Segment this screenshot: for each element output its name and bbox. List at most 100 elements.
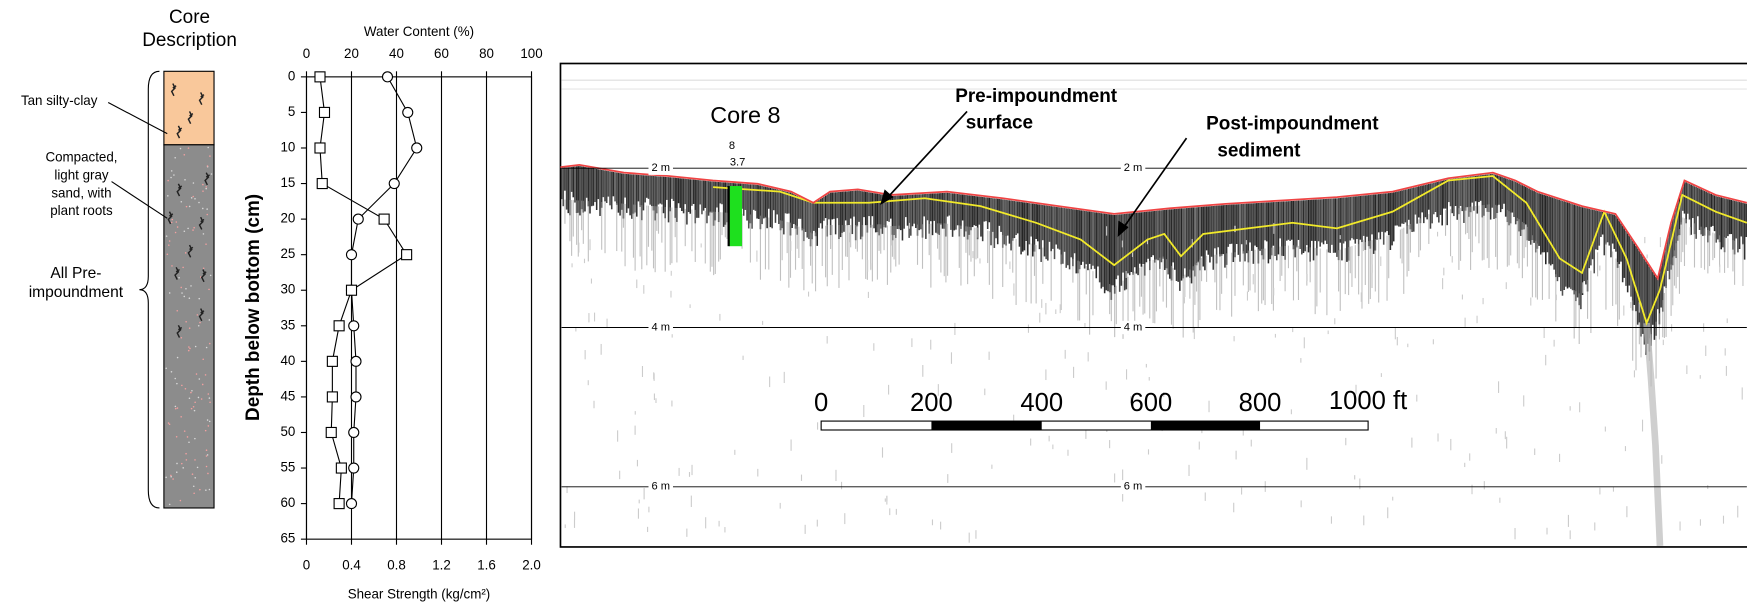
- grain: [209, 401, 211, 404]
- grain: [167, 422, 170, 424]
- core-location: [728, 186, 743, 247]
- grain: [194, 345, 197, 348]
- x2-tick-label: 0: [303, 46, 310, 61]
- grain: [174, 156, 176, 159]
- marker: [350, 391, 362, 403]
- layer-label: Compacted,: [45, 150, 117, 165]
- grain: [174, 407, 177, 410]
- grain: [188, 441, 190, 444]
- y-tick-label: 10: [280, 140, 295, 155]
- y-tick-label: 20: [280, 211, 295, 226]
- grain: [174, 231, 177, 234]
- y-tick-label: 30: [280, 282, 295, 297]
- y-tick-label: 0: [288, 68, 295, 83]
- grain: [210, 173, 213, 175]
- marker: [314, 71, 326, 83]
- marker: [325, 426, 337, 439]
- grain: [207, 146, 209, 149]
- grain: [185, 452, 187, 455]
- grain: [196, 314, 199, 316]
- grain: [205, 346, 208, 349]
- marker: [326, 355, 338, 367]
- grain: [174, 377, 177, 380]
- grain: [205, 186, 207, 188]
- marker: [345, 498, 358, 510]
- grain: [202, 183, 204, 186]
- grain: [170, 176, 172, 179]
- grain: [172, 478, 174, 480]
- y-tick-label: 5: [288, 104, 295, 119]
- depth-label-bg: [648, 320, 673, 335]
- depth-label-bg: [1120, 320, 1146, 335]
- grain: [188, 397, 191, 400]
- grain: [194, 437, 196, 440]
- grain: [194, 477, 196, 479]
- x2-tick-label: 20: [344, 46, 359, 61]
- core-texture: [165, 83, 213, 506]
- scale-label: 1000 ft: [1329, 387, 1407, 415]
- grain: [196, 466, 199, 469]
- core-title: Description: [142, 30, 237, 51]
- annotation-arrow: [1122, 137, 1188, 229]
- depth-label-bg: [648, 161, 673, 175]
- grain: [193, 492, 195, 495]
- grain: [208, 488, 211, 491]
- annotation: Pre-impoundment: [955, 86, 1118, 107]
- grain: [165, 476, 167, 479]
- grain: [202, 233, 205, 235]
- grain: [188, 297, 191, 299]
- grain: [170, 475, 172, 478]
- post-impoundment-surface: [560, 163, 1747, 281]
- root-icon: [200, 269, 207, 283]
- grain: [187, 349, 190, 352]
- root-icon: [198, 308, 205, 322]
- pre-impoundment-surface: [713, 175, 1747, 326]
- grain: [181, 384, 183, 387]
- grain: [207, 472, 209, 475]
- bracket-label: All Pre-: [50, 265, 101, 282]
- scale-segment: [820, 420, 1369, 431]
- grain: [192, 195, 194, 198]
- scale-label: 0: [814, 389, 828, 417]
- x-tick-label: 0: [303, 557, 310, 572]
- grain: [182, 467, 184, 469]
- marker: [348, 320, 360, 332]
- marker: [411, 142, 423, 154]
- grain: [198, 201, 200, 204]
- grain: [195, 373, 198, 375]
- x2-tick-label: 100: [520, 46, 542, 61]
- core-id: 8: [729, 140, 735, 152]
- depth-label: 6 m: [651, 481, 670, 493]
- grain: [176, 407, 179, 409]
- grain: [181, 292, 183, 294]
- grain: [199, 488, 201, 491]
- marker: [345, 284, 358, 296]
- grain: [176, 356, 179, 359]
- layer-label: Tan silty-clay: [21, 93, 98, 108]
- y-axis-label: Depth below bottom (cm): [243, 194, 264, 421]
- grain: [168, 244, 170, 246]
- grain: [188, 205, 191, 208]
- plot-frame: [305, 76, 533, 540]
- grain: [173, 174, 175, 176]
- scale-bar: [820, 420, 1369, 431]
- grain: [178, 276, 180, 279]
- grain: [170, 221, 173, 224]
- grain: [208, 288, 210, 291]
- grain: [176, 226, 179, 228]
- grain: [171, 265, 173, 267]
- marker: [352, 213, 364, 225]
- leader-line: [111, 181, 168, 219]
- scale-label: 200: [910, 389, 953, 417]
- grain: [197, 324, 200, 327]
- grain: [208, 397, 211, 399]
- grain: [180, 200, 183, 203]
- depth-plot: 0 0.4 0.8 1.2 1.6 2.0 0 20 40 60 80 100 0 5 10 15 20 25 30…: [280, 46, 542, 572]
- grain: [184, 387, 187, 390]
- annotation: sediment: [1217, 140, 1301, 161]
- grain: [208, 342, 211, 345]
- grain: [206, 213, 209, 216]
- marker: [333, 320, 345, 332]
- marker: [345, 249, 358, 261]
- y-tick-label: 50: [280, 424, 295, 439]
